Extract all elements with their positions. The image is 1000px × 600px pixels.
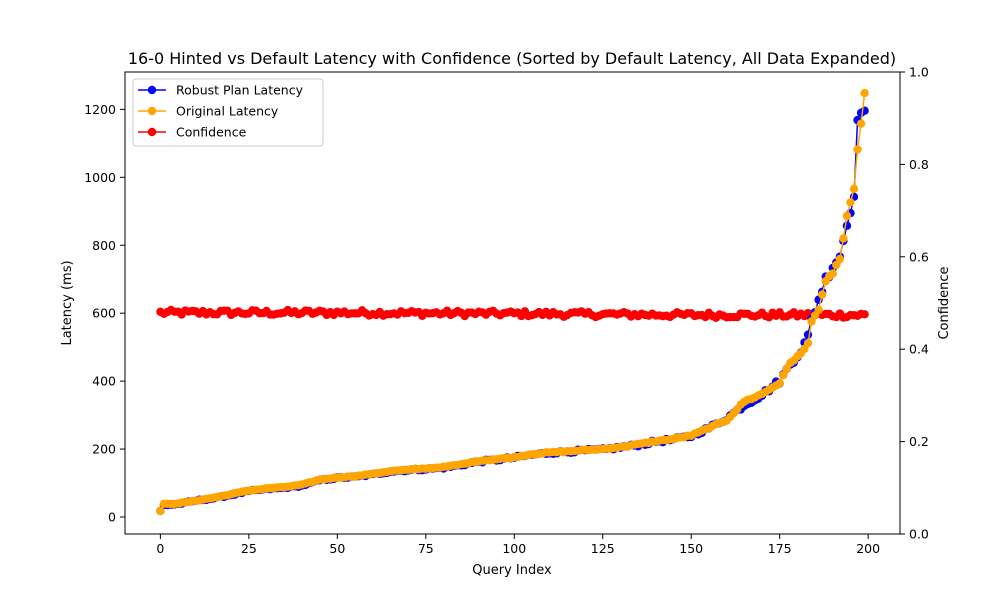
- data-point: [779, 370, 788, 380]
- data-point: [842, 221, 852, 230]
- x-tick-label: 100: [502, 541, 526, 556]
- data-point: [803, 330, 813, 339]
- y2-tick-label: 0.6: [909, 249, 929, 264]
- y-axis-label: Latency (ms): [60, 260, 75, 345]
- legend-item: Confidence: [138, 125, 247, 140]
- y-tick-label: 600: [92, 306, 116, 321]
- legend-label: Confidence: [176, 125, 247, 140]
- plot-frame: [124, 71, 901, 535]
- data-point: [860, 310, 869, 319]
- y2-tick-label: 0.2: [909, 434, 929, 449]
- series-confidence: [156, 305, 869, 322]
- x-tick-label: 200: [856, 541, 880, 556]
- y2-tick-label: 1.0: [909, 65, 929, 80]
- y2-tick-label: 0.8: [909, 157, 929, 172]
- x-tick-label: 0: [156, 541, 164, 556]
- legend-label: Robust Plan Latency: [176, 83, 304, 98]
- x-tick-label: 150: [679, 541, 703, 556]
- x-tick-label: 125: [591, 541, 615, 556]
- legend-label: Original Latency: [176, 104, 279, 119]
- data-point: [156, 506, 165, 516]
- x-tick-label: 25: [241, 541, 257, 556]
- legend-box: [132, 78, 324, 147]
- y-tick-label: 1200: [84, 102, 116, 117]
- legend-item: Robust Plan Latency: [138, 83, 304, 98]
- x-tick-label: 175: [768, 541, 792, 556]
- data-point: [828, 269, 837, 278]
- legend-marker: [147, 85, 157, 95]
- x-axis-label: Query Index: [472, 563, 552, 578]
- y-tick-label: 200: [92, 442, 116, 457]
- x-tick-label: 50: [329, 541, 345, 556]
- data-point: [814, 305, 823, 314]
- y-tick-label: 400: [92, 374, 116, 389]
- data-point: [849, 184, 859, 194]
- data-point: [817, 290, 827, 299]
- data-point: [775, 379, 784, 388]
- data-point: [839, 234, 848, 243]
- chart-title: 16-0 Hinted vs Default Latency with Conf…: [128, 49, 896, 68]
- data-point: [842, 211, 852, 221]
- legend-marker: [147, 106, 157, 116]
- legend-marker: [147, 127, 157, 137]
- legend: Robust Plan Latency Original Latency Confi…: [132, 78, 324, 147]
- data-point: [856, 119, 866, 128]
- data-point: [835, 254, 845, 264]
- legend-item: Original Latency: [138, 104, 279, 119]
- y2-axis-label: Confidence: [937, 266, 952, 339]
- data-point: [846, 198, 855, 207]
- y-tick-label: 1000: [84, 170, 116, 185]
- data-point: [860, 88, 869, 98]
- series-line: [159, 93, 866, 512]
- data-point: [853, 145, 862, 154]
- data-point: [803, 339, 813, 348]
- y-tick-label: 800: [92, 238, 116, 253]
- y2-tick-label: 0.4: [909, 342, 929, 357]
- x-tick-label: 75: [418, 541, 434, 556]
- y-tick-label: 0: [108, 510, 116, 525]
- series-original-latency: [156, 88, 869, 516]
- y2-tick-label: 0.0: [909, 527, 929, 542]
